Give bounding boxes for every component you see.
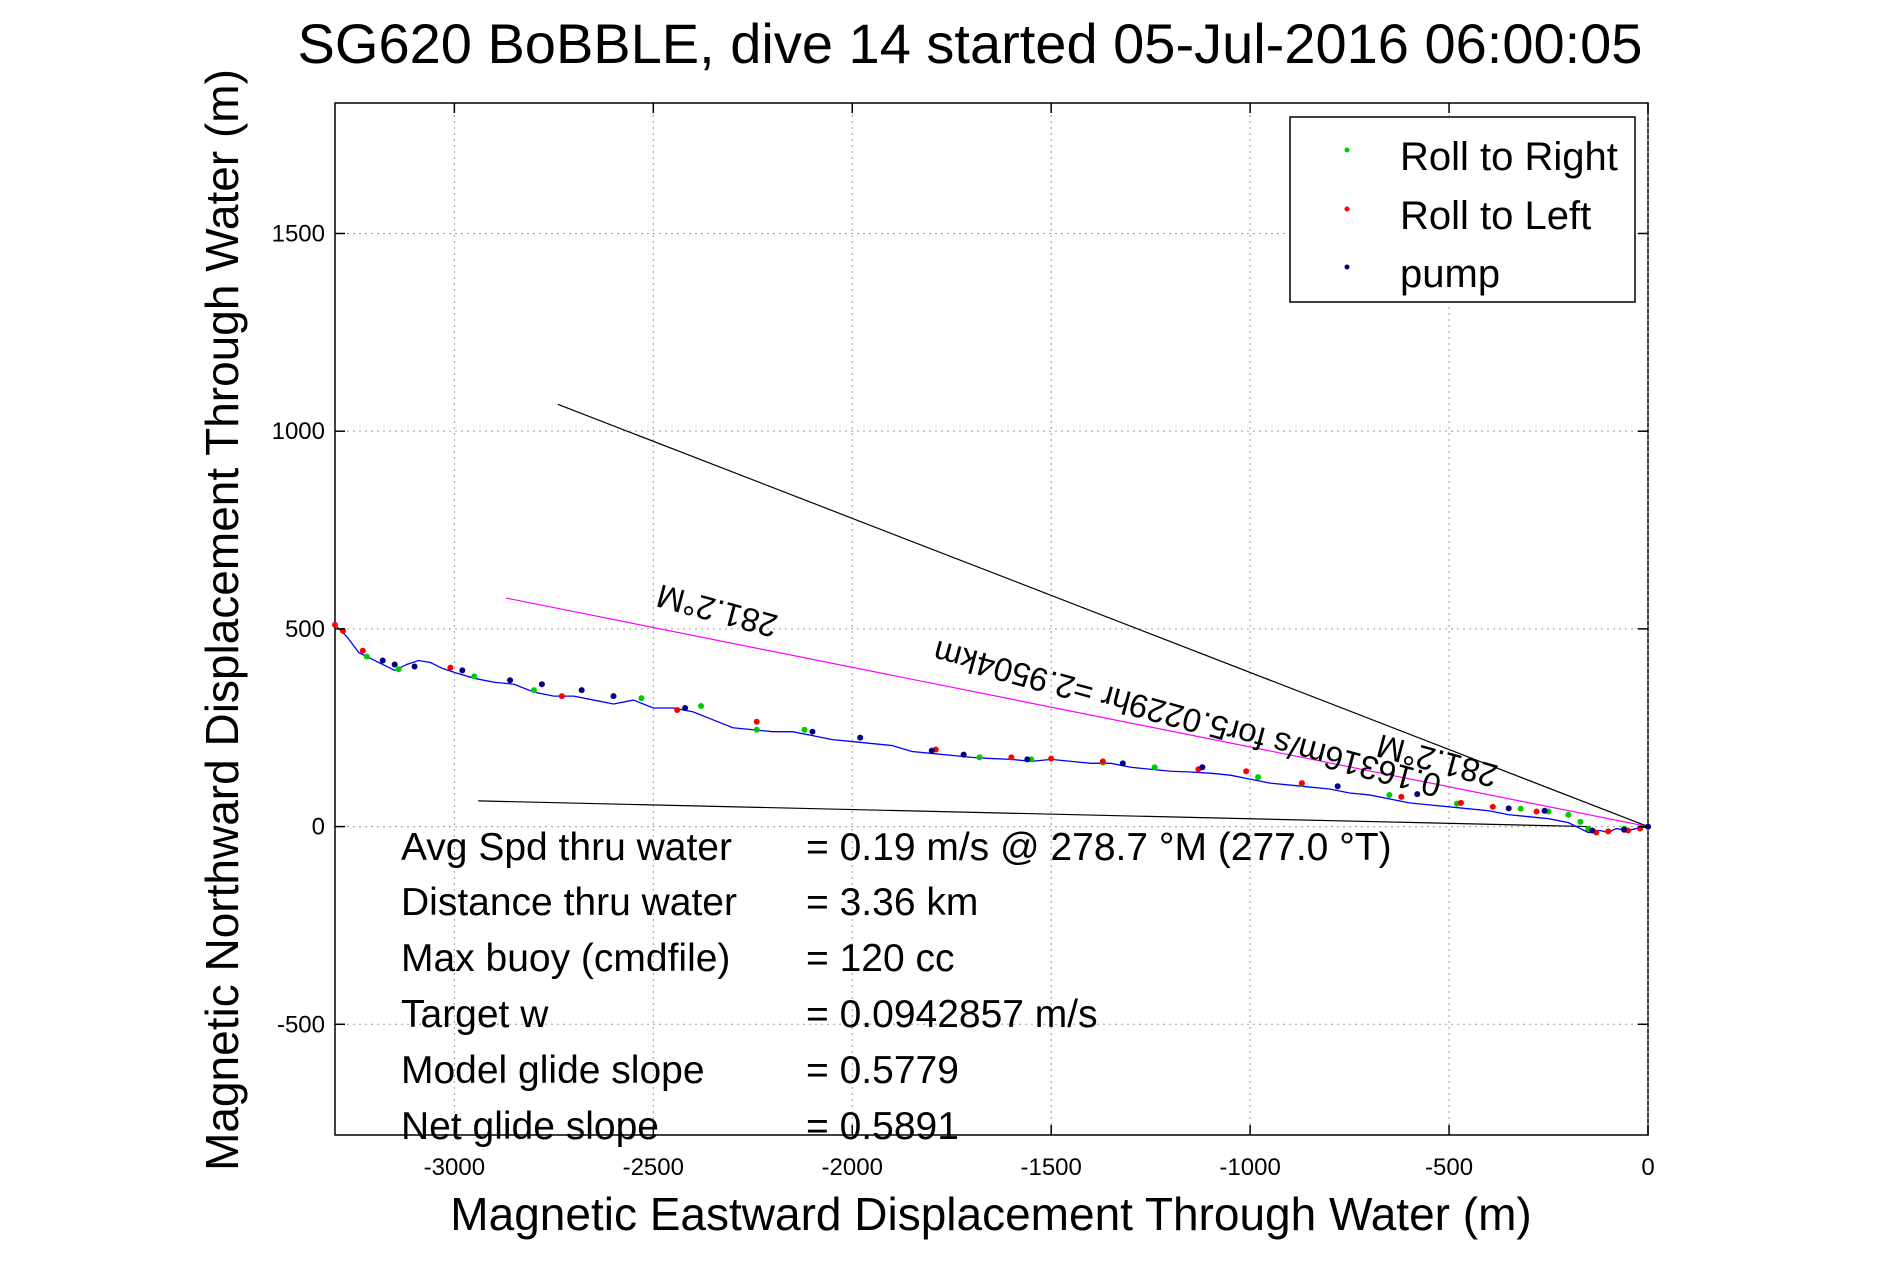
y-tick-label: 1000 <box>272 418 325 445</box>
stat-value: = 0.5891 <box>806 1105 959 1148</box>
x-tick-label: -500 <box>1425 1154 1473 1181</box>
x-tick-label: -1500 <box>1020 1154 1081 1181</box>
heading-line <box>505 597 1649 828</box>
legend-marker-roll-left <box>1344 206 1350 212</box>
pump-point <box>809 728 816 735</box>
legend: Roll to Right Roll to Left pump <box>1289 116 1636 303</box>
roll-to-right-point <box>801 726 808 733</box>
stat-value: = 0.5779 <box>806 1049 959 1092</box>
x-axis-label: Magnetic Eastward Displacement Through W… <box>450 1188 1531 1240</box>
y-ticks: -500 0 500 1000 1500 <box>272 220 1648 1038</box>
pump-point <box>1621 826 1628 833</box>
roll-to-left-point <box>1457 799 1464 806</box>
y-axis-label: Magnetic Northward Displacement Through … <box>196 69 248 1171</box>
legend-marker-pump <box>1344 264 1350 270</box>
pump-point <box>857 734 864 741</box>
pump-point <box>538 681 545 688</box>
x-tick-label: -2000 <box>822 1154 883 1181</box>
pump-point <box>1024 756 1031 763</box>
stat-label: Model glide slope <box>401 1049 705 1092</box>
y-tick-label: -500 <box>277 1011 325 1038</box>
legend-label: pump <box>1400 252 1500 296</box>
x-tick-label: -1000 <box>1219 1154 1280 1181</box>
roll-to-right-point <box>1255 774 1262 781</box>
pump-point <box>411 663 418 670</box>
track-line <box>334 624 1649 834</box>
stat-label: Target w <box>401 993 549 1036</box>
roll-to-left-point <box>1489 803 1496 810</box>
roll-to-right-point <box>363 653 370 660</box>
pump-point <box>1414 791 1421 798</box>
roll-to-left-point <box>753 718 760 725</box>
pump-point <box>1334 783 1341 790</box>
roll-to-right-point <box>638 695 645 702</box>
y-tick-label: 500 <box>285 616 325 643</box>
roll-to-left-point <box>332 621 338 628</box>
x-tick-label: -3000 <box>424 1154 485 1181</box>
series-layer <box>332 621 1651 836</box>
legend-label: Roll to Left <box>1400 194 1591 238</box>
roll-to-left-point <box>1398 793 1405 800</box>
roll-to-left-point <box>1243 768 1250 775</box>
roll-to-left-point <box>1048 755 1055 762</box>
roll-to-right-point <box>976 754 983 761</box>
pump-point <box>459 667 466 674</box>
x-ticks: -3000 -2500 -2000 -1500 -1000 -500 0 <box>424 103 1655 1181</box>
pump-point <box>507 677 514 684</box>
pump-point <box>928 747 935 754</box>
x-tick-label: 0 <box>1641 1154 1654 1181</box>
roll-to-left-point <box>447 664 454 671</box>
pump-point <box>1541 807 1548 814</box>
stats-block: Avg Spd thru water = 0.19 m/s @ 278.7 °M… <box>401 826 1392 1148</box>
legend-label: Roll to Right <box>1400 135 1618 179</box>
pump-point <box>1119 760 1126 767</box>
roll-to-right-point <box>395 666 402 673</box>
roll-to-right-point <box>1577 818 1584 825</box>
stat-value: = 0.19 m/s @ 278.7 °M (277.0 °T) <box>806 826 1392 869</box>
roll-to-left-point <box>1099 758 1106 765</box>
roll-to-left-point <box>674 706 681 713</box>
x-tick-label: -2500 <box>623 1154 684 1181</box>
roll-to-left-point <box>1298 780 1305 787</box>
y-tick-label: 1500 <box>272 220 325 247</box>
pump-point <box>960 751 967 758</box>
roll-to-right-point <box>753 726 760 733</box>
stat-value: = 0.0942857 m/s <box>806 993 1098 1036</box>
pump-point <box>578 687 585 694</box>
stat-value: = 3.36 km <box>806 881 978 924</box>
chart-title: SG620 BoBBLE, dive 14 started 05-Jul-201… <box>298 12 1643 75</box>
pump-point <box>391 661 398 668</box>
pump-point <box>1505 805 1512 812</box>
roll-to-right-point <box>1386 791 1393 798</box>
pump-point <box>1199 764 1206 771</box>
roll-to-left-point <box>1008 754 1015 761</box>
pump-point <box>610 693 617 700</box>
roll-to-right-point <box>1517 805 1524 812</box>
roll-to-right-point <box>1151 764 1158 771</box>
stat-label: Avg Spd thru water <box>401 826 732 869</box>
pump-point <box>379 657 386 664</box>
roll-to-right-point <box>1565 811 1572 818</box>
stat-label: Distance thru water <box>401 881 737 924</box>
roll-to-left-point <box>359 647 366 654</box>
roll-to-left-point <box>558 693 565 700</box>
y-tick-label: 0 <box>312 814 325 841</box>
roll-to-right-point <box>471 673 478 680</box>
roll-to-left-point <box>1605 828 1612 835</box>
roll-to-right-point <box>530 687 537 694</box>
guide-lines <box>478 403 1649 828</box>
pump-point <box>1589 827 1596 834</box>
legend-marker-roll-right <box>1344 147 1350 153</box>
roll-to-left-point <box>1533 808 1540 815</box>
pump-point <box>682 704 689 711</box>
roll-to-right-point <box>698 702 705 709</box>
grid <box>335 103 1649 1135</box>
stat-label: Max buoy (cmdfile) <box>401 937 730 980</box>
guide-line <box>478 800 1589 828</box>
stat-value: = 120 cc <box>806 937 955 980</box>
guide-line <box>557 403 1649 828</box>
stat-label: Net glide slope <box>401 1105 659 1148</box>
